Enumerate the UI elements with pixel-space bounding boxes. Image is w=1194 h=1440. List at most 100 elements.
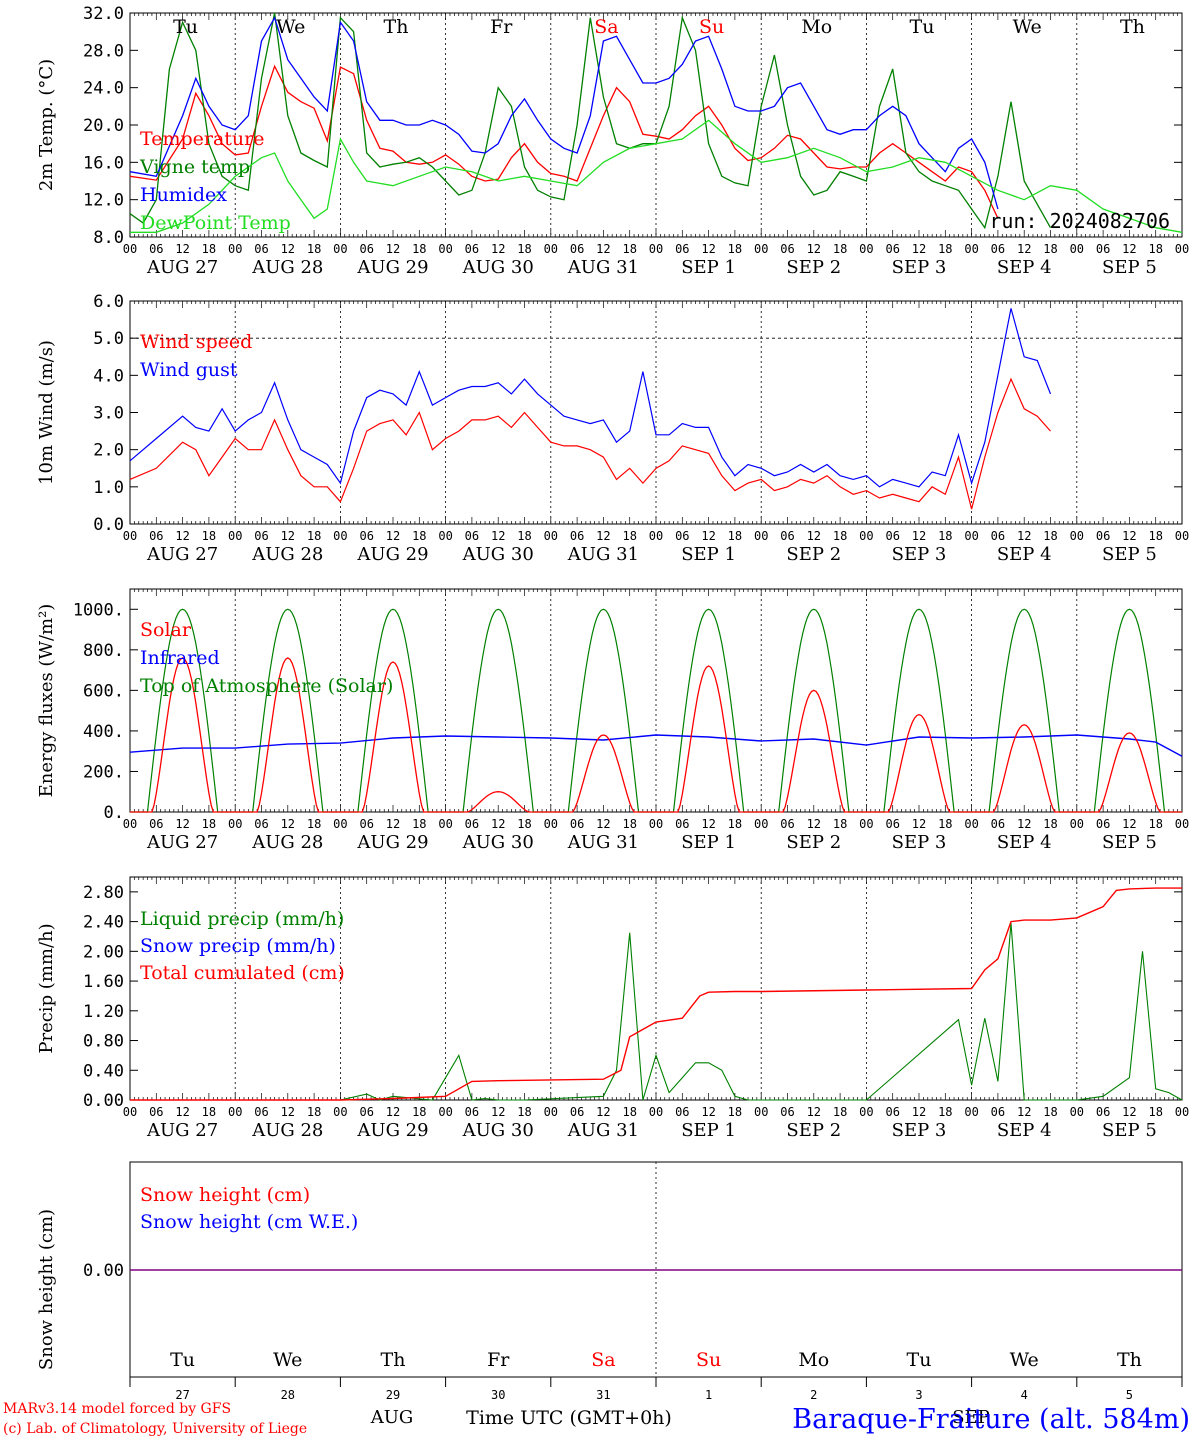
hour-label: 06 <box>885 817 899 831</box>
date-label: SEP 5 <box>1102 257 1157 278</box>
hour-label: 18 <box>622 817 636 831</box>
hour-label: 12 <box>1122 529 1136 543</box>
hour-label: 06 <box>149 242 163 256</box>
hour-label: 00 <box>1070 1105 1084 1119</box>
day-name-label: Su <box>696 1349 721 1371</box>
hour-label: 12 <box>386 529 400 543</box>
hour-label: 00 <box>964 1105 978 1119</box>
y-tick-label: 3.0 <box>93 404 124 424</box>
hour-label: 18 <box>412 817 426 831</box>
day-name-label: Fr <box>490 16 513 38</box>
y-tick-label: 4.0 <box>93 366 124 386</box>
hour-label: 12 <box>281 529 295 543</box>
date-label: SEP 4 <box>997 832 1052 853</box>
hour-label: 18 <box>412 1105 426 1119</box>
hour-label: 12 <box>701 529 715 543</box>
series-humidex <box>129 16 999 210</box>
hour-label: 06 <box>149 529 163 543</box>
hour-label: 06 <box>254 529 268 543</box>
day-name-label: We <box>273 1349 302 1371</box>
legend-snow-height-cm-: Snow height (cm) <box>140 1184 310 1206</box>
hour-label: 12 <box>807 1105 821 1119</box>
date-label: SEP 3 <box>892 257 947 278</box>
hour-label: 18 <box>517 817 531 831</box>
date-label: AUG 29 <box>356 544 428 565</box>
hour-label: 00 <box>228 817 242 831</box>
hour-label: 12 <box>491 1105 505 1119</box>
hour-label: 18 <box>938 1105 952 1119</box>
date-label: AUG 31 <box>567 832 639 853</box>
series-dewpoint-temp <box>130 119 1183 233</box>
day-number-label: 3 <box>915 1388 922 1402</box>
hour-label: 18 <box>622 1105 636 1119</box>
hour-label: 06 <box>675 817 689 831</box>
hour-label: 00 <box>123 529 137 543</box>
hour-label: 18 <box>1043 529 1057 543</box>
date-label: AUG 30 <box>462 832 534 853</box>
hour-label: 06 <box>570 1105 584 1119</box>
date-label: SEP 2 <box>786 257 841 278</box>
series-wind-speed <box>129 377 1051 510</box>
date-label: AUG 27 <box>146 257 218 278</box>
legend-temperature: Temperature <box>140 128 264 150</box>
y-tick-label: 0.40 <box>83 1061 124 1081</box>
date-label: AUG 31 <box>567 257 639 278</box>
hour-label: 00 <box>859 817 873 831</box>
date-label: SEP 4 <box>997 1120 1052 1141</box>
hour-label: 00 <box>859 242 873 256</box>
legend-infrared: Infrared <box>140 647 220 669</box>
hour-label: 18 <box>1148 529 1162 543</box>
series-infrared <box>129 734 1183 757</box>
hour-label: 12 <box>1017 529 1031 543</box>
y-tick-label: 20.0 <box>83 116 124 136</box>
hour-label: 12 <box>596 817 610 831</box>
date-label: SEP 3 <box>892 544 947 565</box>
day-number-label: 27 <box>175 1388 189 1402</box>
hour-label: 00 <box>1070 817 1084 831</box>
hour-label: 18 <box>202 817 216 831</box>
hour-label: 00 <box>649 242 663 256</box>
hour-label: 12 <box>386 1105 400 1119</box>
hour-label: 06 <box>675 529 689 543</box>
hour-label: 18 <box>517 242 531 256</box>
hour-label: 00 <box>228 242 242 256</box>
hour-label: 00 <box>754 1105 768 1119</box>
day-name-label: Fr <box>487 1349 510 1371</box>
hour-label: 06 <box>780 1105 794 1119</box>
hour-label: 18 <box>728 817 742 831</box>
hour-label: 12 <box>281 817 295 831</box>
day-name-label: Th <box>384 16 409 38</box>
date-label: AUG 28 <box>251 832 323 853</box>
date-label: SEP 3 <box>892 832 947 853</box>
legend-liquid-precip-mm-h-: Liquid precip (mm/h) <box>140 908 344 930</box>
hour-label: 18 <box>728 529 742 543</box>
hour-label: 06 <box>359 529 373 543</box>
hour-label: 00 <box>544 242 558 256</box>
hour-label: 00 <box>333 1105 347 1119</box>
hour-label: 00 <box>649 529 663 543</box>
hour-label: 12 <box>701 1105 715 1119</box>
hour-label: 06 <box>1096 529 1110 543</box>
date-label: AUG 27 <box>146 544 218 565</box>
day-name-label: We <box>276 16 305 38</box>
hour-label: 18 <box>833 242 847 256</box>
hour-label: 12 <box>912 242 926 256</box>
hour-label: 12 <box>1017 1105 1031 1119</box>
hour-label: 12 <box>1122 242 1136 256</box>
legend-wind-gust: Wind gust <box>140 359 238 381</box>
hour-label: 00 <box>754 817 768 831</box>
hour-label: 12 <box>175 1105 189 1119</box>
day-name-label: Su <box>699 16 724 38</box>
legend-dewpoint-temp: DewPoint Temp <box>140 212 291 234</box>
date-label: SEP 2 <box>786 1120 841 1141</box>
hour-label: 06 <box>991 529 1005 543</box>
hour-label: 12 <box>491 817 505 831</box>
date-label: SEP 1 <box>681 832 736 853</box>
y-tick-label: 0.00 <box>83 1261 124 1281</box>
date-label: AUG 29 <box>356 257 428 278</box>
hour-label: 00 <box>1175 529 1189 543</box>
y-tick-label: 2.40 <box>83 913 124 933</box>
hour-label: 06 <box>570 242 584 256</box>
day-number-label: 4 <box>1021 1388 1028 1402</box>
